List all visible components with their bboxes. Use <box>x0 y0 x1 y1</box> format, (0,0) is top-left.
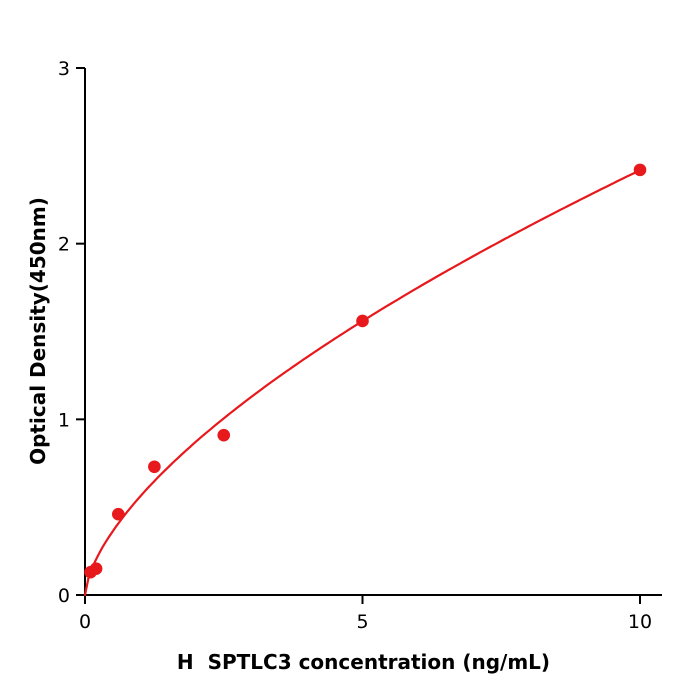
data-point <box>148 460 161 474</box>
y-tick-label: 3 <box>58 58 70 80</box>
data-point <box>217 428 231 442</box>
y-axis-title: Optical Density(450nm) <box>26 197 50 465</box>
data-point <box>356 314 369 328</box>
y-tick-label: 0 <box>58 585 70 607</box>
data-point <box>633 163 647 177</box>
data-point <box>89 562 103 575</box>
y-tick-label: 1 <box>58 409 70 431</box>
x-tick-label: 10 <box>628 611 652 633</box>
data-point <box>112 507 125 521</box>
fit-curve <box>83 169 642 597</box>
x-tick-label: 5 <box>356 611 368 633</box>
x-axis-title: H SPTLC3 concentration (ng/mL) <box>176 650 551 674</box>
y-tick-label: 2 <box>58 234 70 256</box>
x-tick-label: 0 <box>79 611 91 633</box>
